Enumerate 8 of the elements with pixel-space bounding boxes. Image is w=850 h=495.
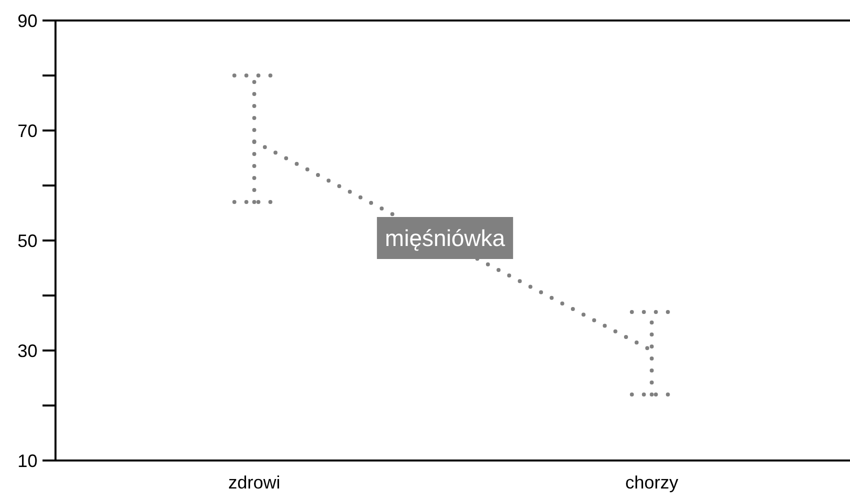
x-tick-label: zdrowi (228, 472, 280, 492)
y-tick-label: 50 (17, 231, 38, 251)
y-tick-label: 30 (17, 341, 38, 361)
y-tick-label: 70 (17, 121, 38, 141)
y-tick-label: 10 (17, 451, 38, 471)
x-tick-label: chorzy (625, 472, 678, 492)
y-tick-label: 90 (17, 11, 38, 31)
series-label: mięśniówka (384, 225, 506, 251)
